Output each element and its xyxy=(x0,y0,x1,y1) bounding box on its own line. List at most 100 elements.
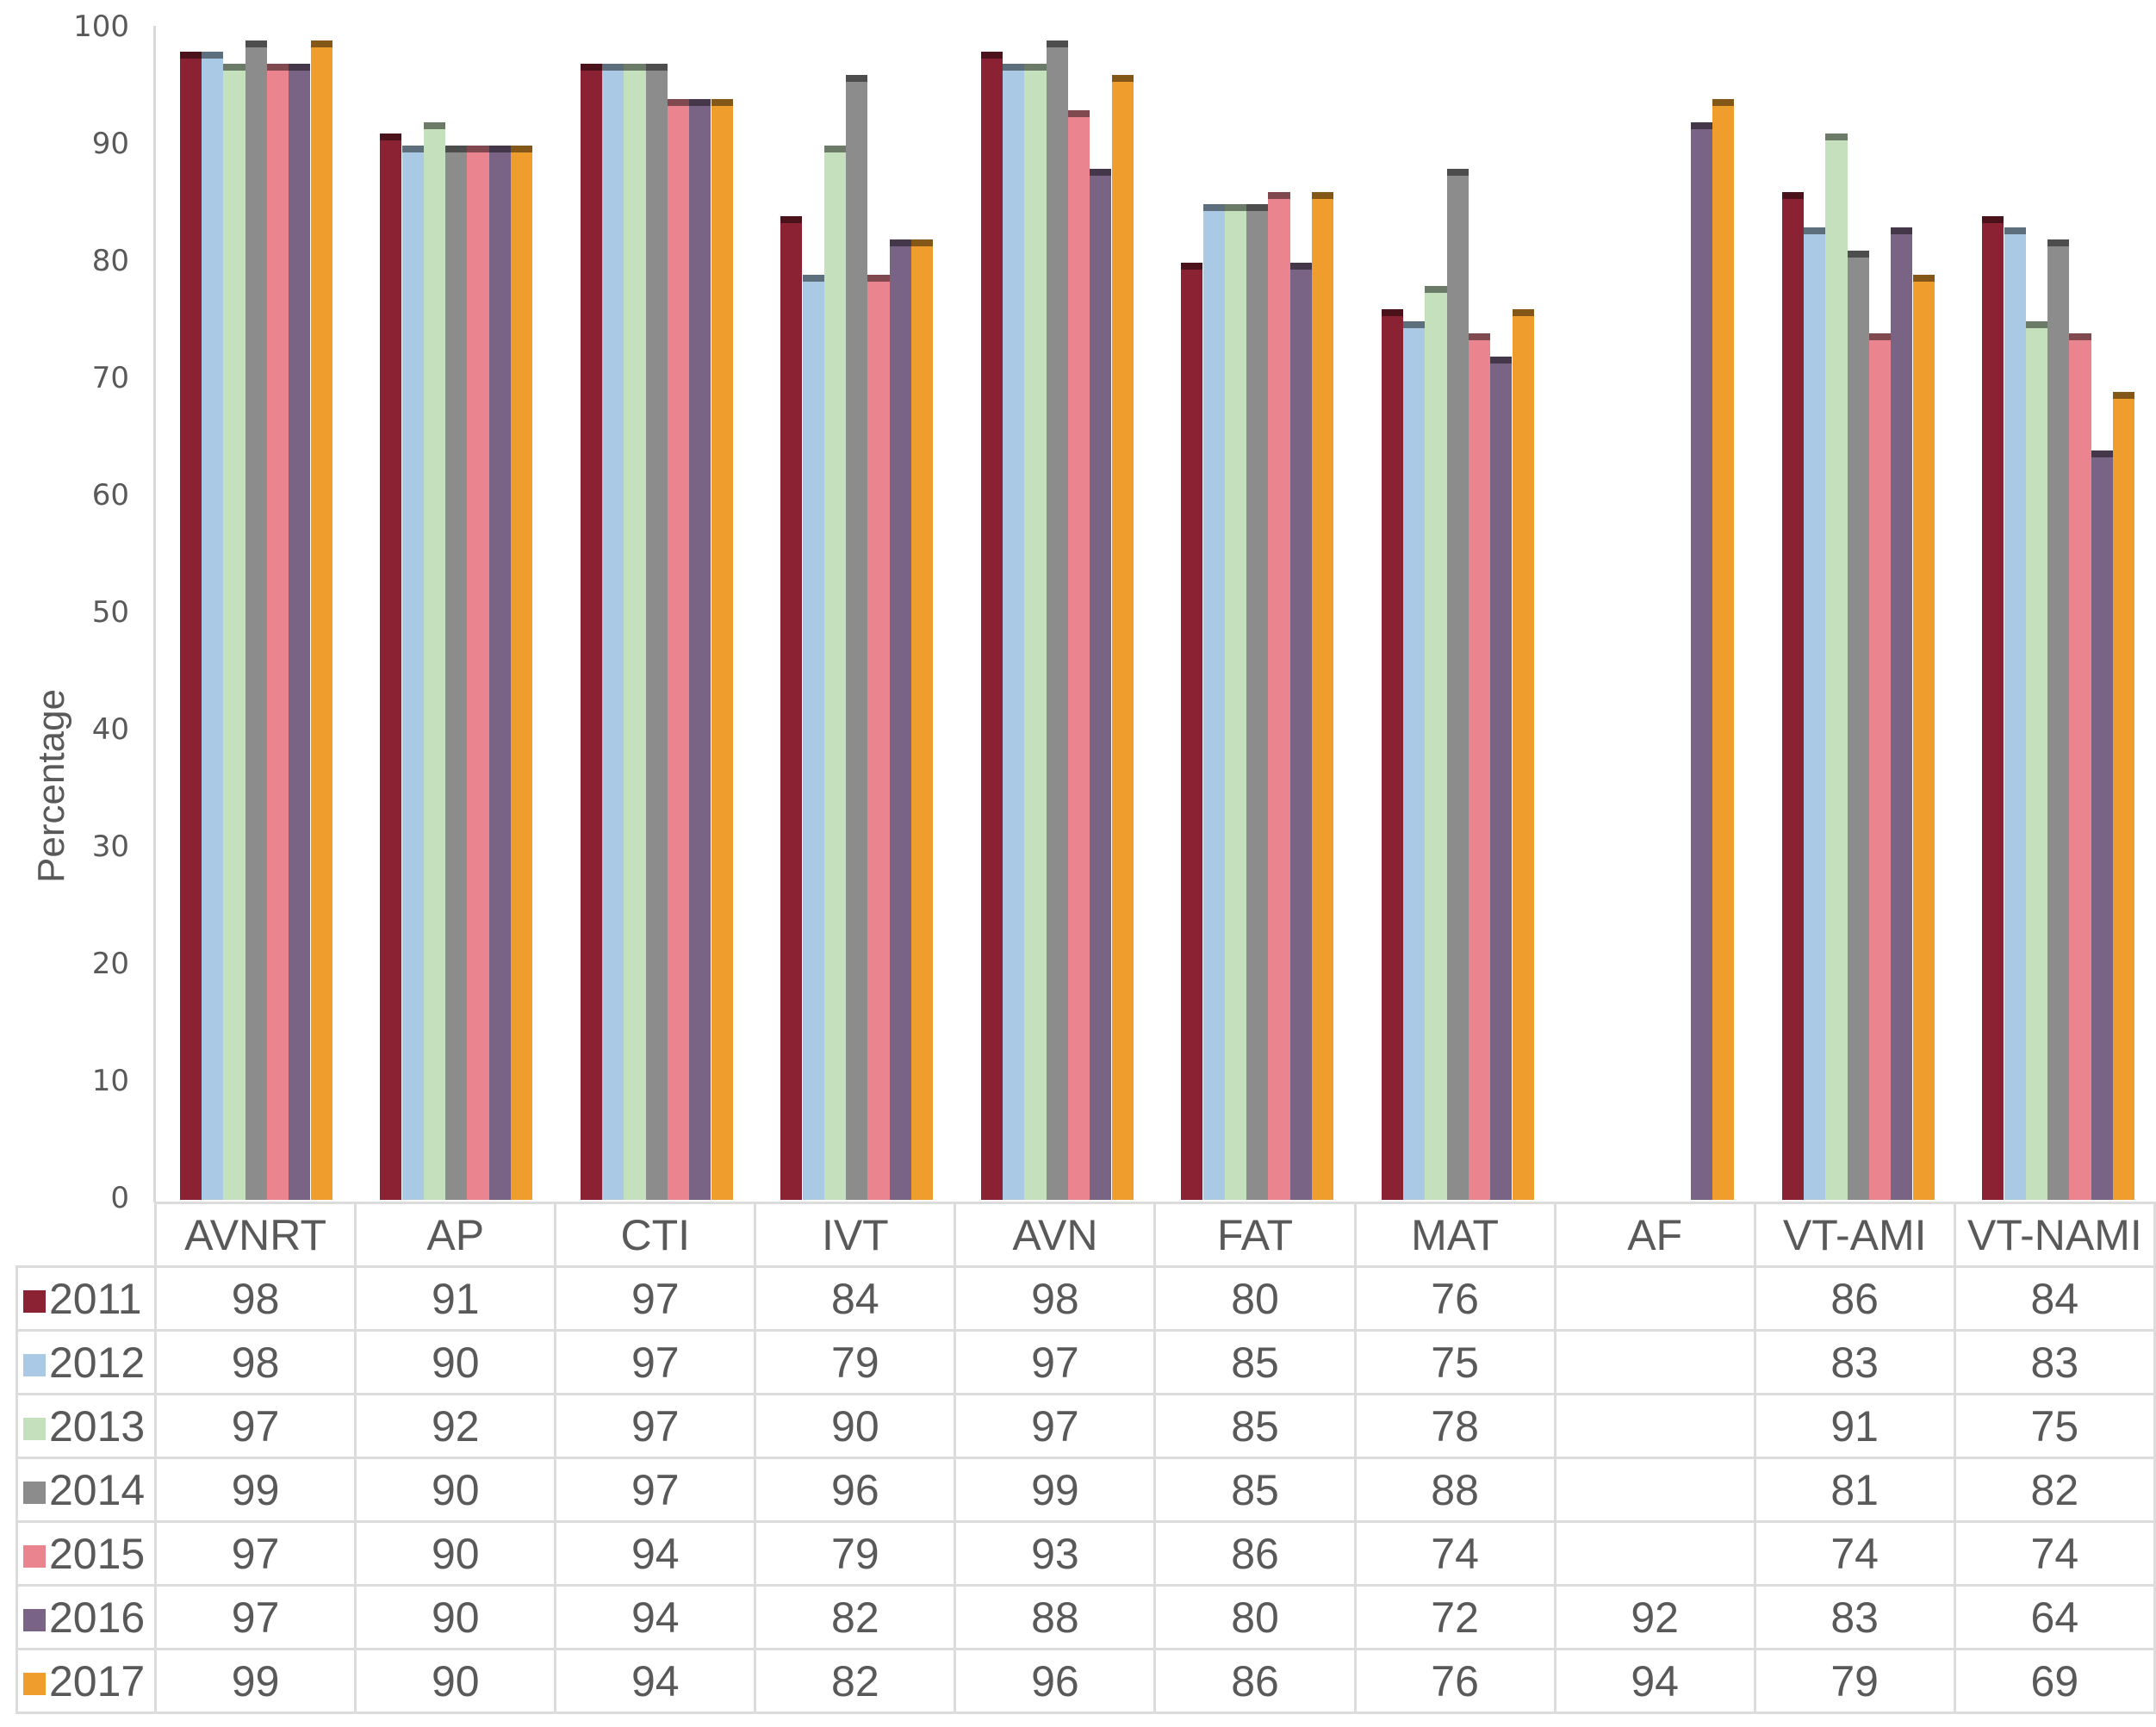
category-label: AVN xyxy=(954,1202,1157,1268)
bar-cap xyxy=(423,121,446,129)
bar-mat-2015 xyxy=(1468,332,1491,1200)
bar-avn-2017 xyxy=(1111,75,1134,1200)
bar-cap xyxy=(1804,227,1826,235)
bar-ap-2016 xyxy=(488,146,511,1200)
legend-swatch-icon xyxy=(23,1290,46,1314)
category-label: FAT xyxy=(1153,1202,1357,1268)
bar-ivt-2017 xyxy=(911,239,934,1200)
table-cell: 97 xyxy=(153,1520,357,1587)
bar-avnrt-2011 xyxy=(179,52,202,1200)
bar-cap xyxy=(511,146,533,152)
table-corner xyxy=(16,1202,157,1268)
legend-entry: 2011 xyxy=(16,1265,157,1332)
table-cell: 74 xyxy=(1353,1520,1556,1587)
bar-cap xyxy=(1490,356,1513,363)
bar-cap xyxy=(2091,450,2113,457)
table-cell xyxy=(1553,1393,1756,1459)
bar-cap xyxy=(1067,110,1090,118)
table-cell: 76 xyxy=(1353,1265,1556,1332)
bar-fat-2012 xyxy=(1202,204,1225,1200)
bar-ap-2013 xyxy=(423,121,446,1200)
table-cell: 82 xyxy=(1953,1457,2156,1523)
table-cell: 85 xyxy=(1153,1457,1357,1523)
table-cell: 94 xyxy=(554,1648,757,1714)
bar-cap xyxy=(1224,204,1247,211)
table-cell: 99 xyxy=(153,1648,357,1714)
legend-entry: 2012 xyxy=(16,1329,157,1395)
bar-cap xyxy=(1982,215,2004,223)
y-tick-label: 100 xyxy=(73,9,129,44)
legend-entry: 2013 xyxy=(16,1393,157,1459)
bar-cap xyxy=(1446,169,1469,177)
table-cell: 99 xyxy=(954,1457,1157,1523)
bar-cap xyxy=(1468,332,1491,340)
table-row: 2011 98 91 97 84 98 80 76 86 84 xyxy=(16,1265,2156,1332)
table-cell: 81 xyxy=(1753,1457,1956,1523)
category-label: AF xyxy=(1553,1202,1756,1268)
bar-cap xyxy=(289,63,311,71)
bar-ivt-2016 xyxy=(889,239,911,1200)
bar-mat-2013 xyxy=(1425,286,1447,1200)
bar-cap xyxy=(624,63,646,71)
table-cell: 79 xyxy=(754,1329,957,1395)
table-cell: 97 xyxy=(554,1329,757,1395)
bar-cap xyxy=(1289,263,1312,270)
bar-cap xyxy=(780,215,803,223)
bar-cap xyxy=(1003,63,1025,71)
bar-cap xyxy=(202,52,224,59)
bar-avnrt-2016 xyxy=(289,63,311,1200)
y-tick-label: 60 xyxy=(91,478,129,513)
table-cell xyxy=(1553,1520,1756,1587)
bar-cap xyxy=(1090,169,1112,177)
table-cell: 90 xyxy=(354,1584,557,1650)
table-cell: 90 xyxy=(354,1329,557,1395)
legend-label: 2015 xyxy=(49,1529,146,1578)
bar-cap xyxy=(1246,204,1269,211)
bar-ap-2014 xyxy=(445,146,468,1200)
table-cell: 84 xyxy=(1953,1265,2156,1332)
bar-cap xyxy=(1891,227,1913,235)
table-cell: 94 xyxy=(1553,1648,1756,1714)
table-cell: 86 xyxy=(1153,1648,1357,1714)
table-cell: 91 xyxy=(1753,1393,1956,1459)
bar-cap xyxy=(1181,263,1203,270)
table-cell: 74 xyxy=(1953,1520,2156,1587)
table-cell xyxy=(1553,1329,1756,1395)
bar-mat-2014 xyxy=(1446,169,1469,1200)
bar-cap xyxy=(1024,63,1047,71)
bar-mat-2016 xyxy=(1490,356,1513,1200)
bar-cap xyxy=(2047,239,2070,246)
bar-ap-2011 xyxy=(380,134,402,1200)
legend-label: 2014 xyxy=(49,1465,146,1514)
bar-mat-2012 xyxy=(1403,321,1426,1200)
category-label: VT-AMI xyxy=(1753,1202,1956,1268)
table-cell: 91 xyxy=(354,1265,557,1332)
table-cell: 90 xyxy=(354,1520,557,1587)
bar-vt-nami-2013 xyxy=(2025,321,2048,1200)
bar-cap xyxy=(1712,98,1735,106)
legend-label: 2017 xyxy=(49,1656,146,1705)
bar-cap xyxy=(1403,321,1426,328)
bar-vt-nami-2016 xyxy=(2091,450,2113,1200)
y-axis-line xyxy=(153,26,156,1202)
bar-cap xyxy=(380,134,402,141)
table-cell: 90 xyxy=(354,1457,557,1523)
bar-vt-ami-2016 xyxy=(1891,227,1913,1200)
bar-ivt-2012 xyxy=(802,274,824,1200)
table-cell: 93 xyxy=(954,1520,1157,1587)
y-tick-label: 80 xyxy=(91,244,129,278)
table-cell: 85 xyxy=(1153,1393,1357,1459)
table-cell: 86 xyxy=(1753,1265,1956,1332)
table-cell: 98 xyxy=(954,1265,1157,1332)
table-cell: 83 xyxy=(1753,1584,1956,1650)
bar-cap xyxy=(980,52,1003,59)
bar-cti-2014 xyxy=(645,63,668,1200)
y-tick-label: 70 xyxy=(91,361,129,395)
bar-avn-2013 xyxy=(1024,63,1047,1200)
bar-fat-2013 xyxy=(1224,204,1247,1200)
bar-vt-ami-2011 xyxy=(1781,192,1804,1200)
bar-cap xyxy=(711,98,733,106)
bar-cap xyxy=(667,98,690,106)
bar-avnrt-2014 xyxy=(245,40,267,1200)
category-label: AVNRT xyxy=(153,1202,357,1268)
